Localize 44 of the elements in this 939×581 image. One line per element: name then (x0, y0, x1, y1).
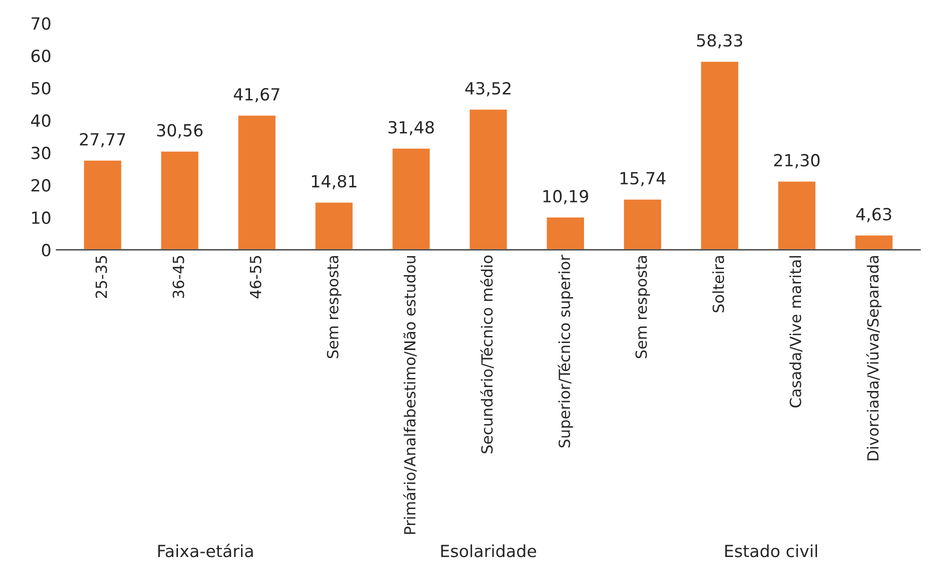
bar (82, 159, 123, 250)
x-tick-label: Sem resposta (635, 256, 650, 358)
y-tick-label: 50 (32, 82, 50, 95)
y-tick-label: 60 (31, 50, 50, 62)
text: Esolaridade (441, 544, 536, 558)
x-tick-label: Secundário/Técnico médio (480, 256, 494, 454)
y-tick-label: 40 (31, 114, 50, 127)
bar (854, 234, 894, 250)
bar (545, 216, 586, 250)
bar (391, 147, 432, 250)
bar (776, 180, 817, 250)
data-label: 58,33 (697, 34, 742, 48)
data-label: 15,74 (620, 172, 666, 186)
data-label: 14,81 (312, 174, 356, 190)
bar (700, 60, 740, 250)
y-tick-label: 70 (32, 17, 50, 30)
y-tick-label: 20 (31, 179, 50, 192)
data-label: 21,30 (774, 154, 820, 168)
data-label: 10,19 (543, 190, 588, 204)
text: Estado civil (725, 544, 818, 558)
bar (314, 201, 354, 250)
x-tick-label: Casada/Vive marital (789, 256, 802, 408)
data-label: 30,56 (157, 124, 203, 138)
x-tick-label: 36-45 (172, 256, 184, 298)
data-label: 4,63 (856, 208, 892, 222)
x-tick-label: Solteira (712, 256, 724, 312)
data-label: 43,52 (465, 82, 510, 96)
y-tick-label: 0 (42, 244, 50, 256)
y-tick-label: 30 (32, 146, 50, 160)
x-tick-label: 46-55 (250, 256, 262, 298)
data-label: 31,48 (388, 120, 434, 136)
data-label: 27,77 (80, 132, 126, 148)
bar (468, 108, 508, 250)
data-label: 41,67 (234, 88, 280, 102)
x-tick-label: Primário/Analfabestimo/Não estudou (403, 256, 417, 534)
x-tick-label: 25-35 (95, 256, 108, 298)
x-tick-label: Divorciada/Viúva/Separada (866, 256, 882, 460)
bar (622, 198, 663, 250)
bar (236, 114, 277, 250)
x-tick-label: Sem resposta (326, 256, 342, 358)
text: Faixa-etária (158, 544, 253, 558)
y-tick-label: 10 (32, 211, 50, 224)
x-tick-label: Superior/Técnico superior (558, 254, 574, 448)
bar (160, 150, 200, 250)
